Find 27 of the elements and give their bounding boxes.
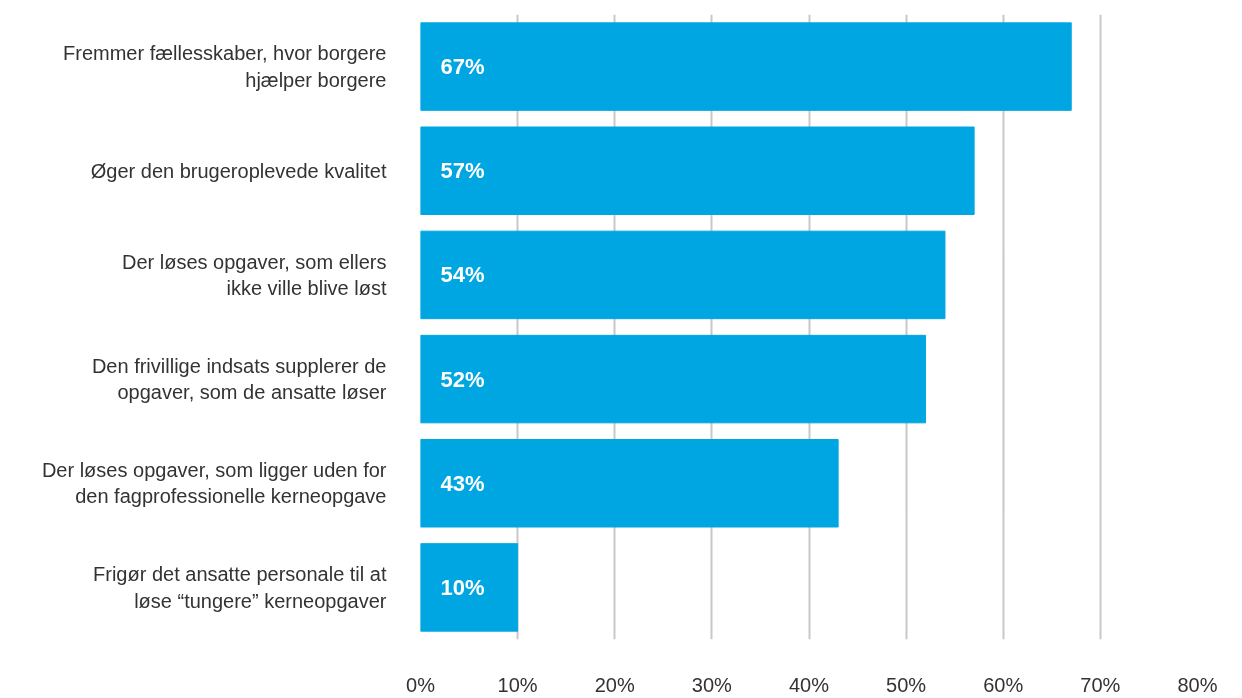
data-label: 54% [440, 262, 485, 288]
x-tick-label: 50% [886, 673, 927, 696]
y-tick-label: Der løses opgaver, som ellers ikke ville blive løst [121, 250, 387, 300]
bar [420, 22, 1072, 111]
bar [420, 334, 927, 424]
x-tick-label: 70% [1080, 673, 1121, 696]
x-tick-label: 40% [788, 673, 830, 696]
x-tick-label: 10% [497, 673, 538, 696]
data-label: 43% [440, 470, 485, 496]
bar [420, 439, 839, 528]
x-tick-label: 0% [406, 673, 436, 696]
data-label: 10% [440, 574, 485, 600]
data-label: 67% [440, 54, 485, 80]
y-tick-label: Den frivillige indsats supplerer de opgaver, som de ansatte løser [91, 354, 387, 404]
bar [420, 230, 946, 320]
x-tick-label: 30% [691, 673, 733, 696]
y-tick-label: Fremmer fællesskaber, hvor borgere hjælper borgere [63, 42, 387, 91]
data-label: 52% [440, 366, 485, 392]
x-tick-label: 20% [594, 673, 635, 696]
x-tick-label: 60% [983, 673, 1024, 696]
bar [420, 543, 519, 632]
data-label: 57% [440, 158, 485, 184]
x-tick-label: 80% [1177, 673, 1218, 696]
y-tick-label: Der løses opgaver, som ligger uden for den fagprofessionelle kerneopgave [41, 459, 387, 508]
y-tick-label: Øger den brugeroplevede kvalitet [90, 159, 387, 182]
y-tick-label: Frigør det ansatte personale til at løse “tungere” kerneopgaver [93, 563, 387, 612]
bar [420, 126, 975, 215]
